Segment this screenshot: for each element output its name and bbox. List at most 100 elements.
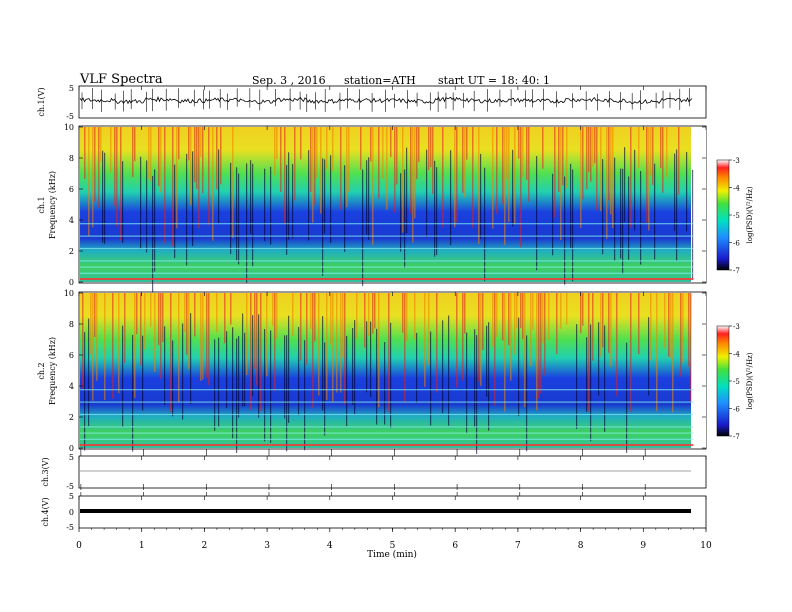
spectrogram-streak bbox=[184, 293, 186, 333]
spectrogram-streak bbox=[202, 293, 204, 380]
spectrogram-streak bbox=[188, 127, 190, 161]
spectrogram-ytick-label: 2 bbox=[69, 413, 74, 422]
spectrogram-streak bbox=[472, 127, 474, 228]
spectrogram-streak bbox=[640, 171, 642, 265]
spectrogram-streak bbox=[134, 127, 136, 162]
spectrogram-streak bbox=[236, 167, 238, 261]
spectrogram-streak bbox=[270, 330, 272, 443]
spectrogram-streak bbox=[114, 127, 116, 207]
spectrogram-streak bbox=[530, 293, 532, 367]
spectrogram-streak bbox=[160, 127, 162, 193]
spectrogram-streak bbox=[456, 127, 458, 223]
spectrogram-streak bbox=[428, 293, 430, 366]
ch1-ylabel: ch.1(V) bbox=[37, 87, 46, 116]
spectrogram-streak bbox=[622, 168, 624, 275]
ch1-waveform-line bbox=[79, 96, 693, 105]
colorbar-tick-label: -3 bbox=[733, 157, 740, 165]
spectrogram-streak bbox=[186, 153, 188, 266]
spectrogram-streak bbox=[92, 293, 94, 401]
spectrogram-streak bbox=[144, 293, 146, 350]
colorbar-tick-label: -4 bbox=[733, 351, 740, 359]
spectrogram-streak bbox=[194, 293, 196, 337]
spectrogram-streak bbox=[516, 293, 518, 329]
colorbar-tick-label: -4 bbox=[733, 185, 740, 193]
spectrogram-streak bbox=[542, 293, 544, 344]
spectrogram-streak bbox=[238, 173, 240, 265]
spectrogram-streak bbox=[330, 155, 332, 243]
spectrogram-streak bbox=[158, 127, 160, 187]
spectrogram-streak bbox=[306, 293, 308, 365]
spectrogram-streak bbox=[208, 293, 210, 386]
spectrogram-streak bbox=[396, 127, 398, 185]
spectrogram-streak bbox=[124, 293, 126, 364]
spectrogram-streak bbox=[390, 127, 392, 158]
spectrogram-streak bbox=[212, 127, 214, 241]
spectrogram-streak bbox=[566, 293, 568, 325]
spectrogram-streak bbox=[650, 127, 652, 176]
spectrogram-streak bbox=[502, 293, 504, 341]
x-tick-label: 10 bbox=[700, 541, 712, 551]
spectrogram-ytick-label: 4 bbox=[69, 216, 74, 225]
spectrogram-streak bbox=[294, 127, 296, 201]
spectrogram-streak bbox=[142, 335, 144, 411]
spectrogram-streak bbox=[676, 149, 678, 261]
ch1-colorbar bbox=[716, 159, 730, 271]
spectrogram-ytick-label: 8 bbox=[69, 320, 74, 329]
spectrogram-streak bbox=[192, 151, 194, 247]
spectrogram-streak bbox=[344, 165, 346, 252]
spectrogram-band bbox=[80, 426, 694, 428]
x-tick-label: 5 bbox=[390, 541, 396, 551]
spectrogram-streak bbox=[318, 293, 320, 396]
spectrogram-streak bbox=[258, 314, 260, 418]
spectrogram-streak bbox=[426, 149, 428, 238]
spectrogram-streak bbox=[606, 127, 608, 239]
spectrogram-ytick-label: 4 bbox=[69, 382, 74, 391]
spectrogram-streak bbox=[154, 169, 156, 272]
spectrogram-streak bbox=[134, 293, 136, 398]
spectrogram-streak bbox=[260, 293, 262, 412]
spectrogram-streak bbox=[120, 127, 122, 241]
spectrogram-streak bbox=[178, 293, 180, 403]
spectrogram-streak bbox=[572, 169, 574, 282]
spectrogram-streak bbox=[402, 293, 404, 333]
spectrogram-streak bbox=[478, 127, 480, 244]
spectrogram-streak bbox=[404, 169, 406, 269]
spectrogram-band bbox=[80, 235, 694, 237]
spectrogram-streak bbox=[208, 127, 210, 226]
spectrogram-streak bbox=[456, 293, 458, 388]
ch3-ytick-label: 5 bbox=[69, 453, 74, 462]
colorbar-tick-label: -7 bbox=[733, 267, 740, 275]
ch3-ylabel: ch.3(V) bbox=[41, 457, 50, 486]
spectrogram-streak bbox=[216, 293, 218, 333]
spectrogram-streak bbox=[586, 337, 588, 412]
spectrogram-streak bbox=[322, 316, 324, 411]
spectrogram-streak bbox=[286, 335, 288, 452]
spectrogram-streak bbox=[560, 127, 562, 241]
spectrogram-streak bbox=[100, 127, 102, 162]
spectrogram-streak bbox=[540, 293, 542, 394]
date-label: Sep. 3 , 2016 bbox=[252, 74, 326, 87]
spectrogram-ytick-label: 10 bbox=[64, 123, 74, 132]
spectrogram-streak bbox=[582, 293, 584, 326]
spectrogram-streak bbox=[254, 293, 256, 369]
spectrogram-streak bbox=[552, 173, 554, 256]
spectrogram-streak bbox=[174, 164, 176, 259]
spectrogram-streak bbox=[110, 127, 112, 173]
spectrogram-streak bbox=[122, 325, 124, 427]
spectrogram-streak bbox=[272, 293, 274, 326]
spectrogram-streak bbox=[514, 127, 516, 225]
spectrogram-streak bbox=[118, 293, 120, 394]
spectrogram-streak bbox=[448, 315, 450, 426]
spectrogram-streak bbox=[226, 331, 228, 409]
ch1-freq-ylabel: Frequency (kHz) bbox=[48, 171, 57, 239]
spectrogram-streak bbox=[412, 127, 414, 243]
spectrogram-streak bbox=[370, 127, 372, 162]
spectrogram-streak bbox=[140, 293, 142, 366]
spectrogram-streak bbox=[98, 127, 100, 208]
spectrogram-streak bbox=[382, 127, 384, 179]
spectrogram-streak bbox=[252, 163, 254, 267]
spectrogram-streak bbox=[160, 293, 162, 379]
spectrogram-streak bbox=[402, 127, 404, 233]
spectrogram-streak bbox=[242, 313, 244, 407]
